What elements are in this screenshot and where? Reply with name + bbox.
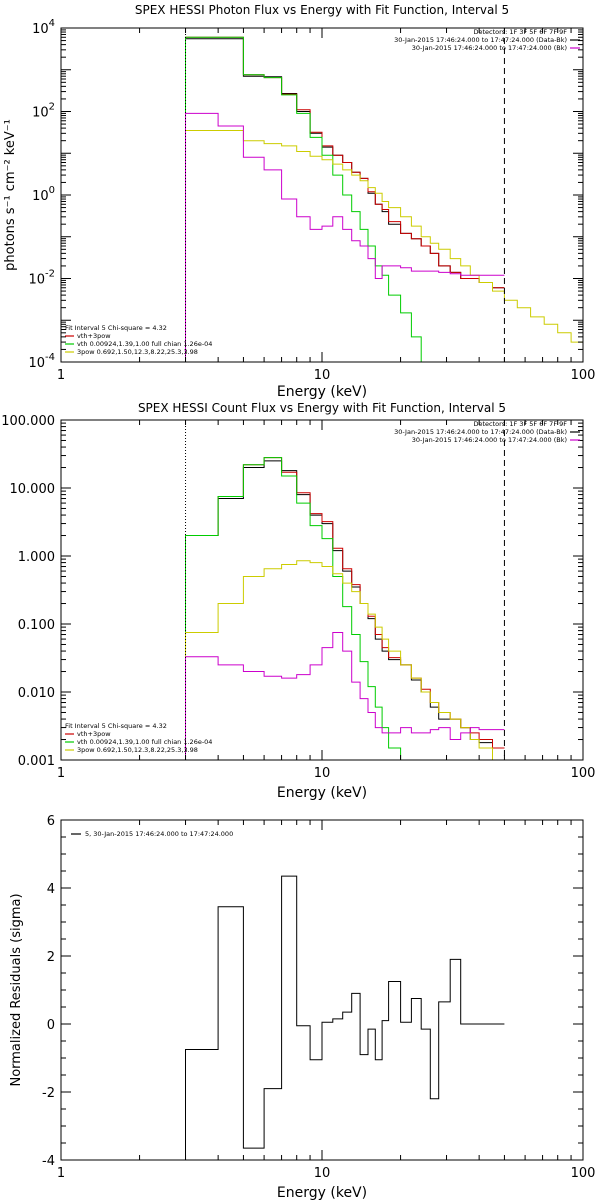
legend-entry: Fit Interval 5 Chi-square = 4.32 (65, 324, 167, 332)
series-line-5 (185, 632, 505, 760)
y-tick-label: 100 (32, 185, 55, 204)
series-line-5 (185, 112, 505, 362)
legend-entry: 30-Jan-2015 17:46:24.000 to 17:47:24.000… (412, 436, 567, 444)
legend-entry: 3pow 0.692,1.50,12.3,8.22,25.3,3.98 (77, 348, 198, 356)
x-tick-label: 100 (571, 1166, 596, 1181)
x-tick-label: 10 (314, 368, 331, 383)
x-tick-label: 100 (571, 368, 596, 383)
x-axis-label: Energy (keV) (277, 785, 367, 801)
y-tick-label: 10-2 (28, 269, 55, 288)
y-tick-label: 0.100 (18, 618, 55, 633)
legend-entry: Detectors: 1F 3F 5F 6F 7F 9F (473, 420, 567, 428)
legend-entry: 30-Jan-2015 17:46:24.000 to 17:47:24.000… (394, 36, 567, 44)
y-tick-label: 0 (47, 1018, 55, 1033)
chart-title: SPEX HESSI Photon Flux vs Energy with Fi… (135, 3, 509, 17)
x-tick-label: 1 (57, 1166, 65, 1181)
x-tick-label: 100 (571, 766, 596, 781)
plot-frame (60, 819, 584, 1161)
series-line-2 (185, 457, 505, 760)
y-tick-label: -2 (42, 1086, 55, 1101)
chart-panel-2: 1 10 100 0.001 0.010 0.100 1.000 10.000 100.000 S… (1, 401, 595, 801)
y-tick-label: 6 (47, 814, 55, 829)
legend-entry: Fit Interval 5 Chi-square = 4.32 (65, 722, 167, 730)
y-tick-label: 0.010 (18, 686, 55, 701)
y-tick-label: 10-4 (28, 352, 55, 371)
series-group (185, 875, 505, 1160)
y-axis-label: photons s⁻¹ cm⁻² keV⁻¹ (3, 119, 18, 271)
legend-entry: vth+3pow (77, 730, 111, 738)
x-tick-label: 1 (57, 368, 65, 383)
y-tick-label: -4 (42, 1154, 55, 1169)
x-axis-label: Energy (keV) (277, 384, 367, 400)
series-line-1 (185, 875, 505, 1160)
legend-entry: vth 0.00924,1.39,1.00 full chian 1.26e-0… (77, 340, 212, 348)
y-tick-label: 1.000 (18, 550, 55, 565)
x-tick-label: 10 (314, 1166, 331, 1181)
y-axis-label: Normalized Residuals (sigma) (9, 893, 24, 1086)
series-line-4 (185, 560, 505, 760)
series-line-3 (185, 457, 412, 760)
legend-entry: 30-Jan-2015 17:46:24.000 to 17:47:24.000… (394, 428, 567, 436)
y-tick-label: 104 (32, 18, 55, 37)
x-axis-label: Energy (keV) (277, 1185, 367, 1200)
y-tick-label: 102 (32, 102, 55, 121)
chart-panel-3: 1 10 100 -4 -2 0 2 4 6 Energy (keV) Normalized Res… (9, 814, 596, 1201)
legend-entry: vth 0.00924,1.39,1.00 full chian 1.26e-0… (77, 738, 212, 746)
y-tick-label: 4 (47, 882, 55, 897)
series-line-3 (185, 36, 431, 362)
legend-entry: vth+3pow (77, 332, 111, 340)
chart-panel-1: 1 10 100 10-4 10-2 100 102 104 SPEX HESSI Photon… (3, 3, 595, 400)
legend-entry: 3pow 0.692,1.50,12.3,8.22,25.3,3.98 (77, 746, 198, 754)
series-line-1 (185, 460, 505, 760)
legend-entry: 30-Jan-2015 17:46:24.000 to 17:47:24.000… (412, 44, 567, 52)
y-tick-label: 10.000 (10, 482, 56, 497)
series-line-1 (185, 38, 505, 362)
x-tick-label: 10 (314, 766, 331, 781)
y-tick-label: 0.001 (18, 754, 55, 769)
series-group (185, 36, 583, 362)
series-line-4 (185, 130, 583, 362)
y-tick-label: 100.000 (1, 414, 55, 429)
chart-title: SPEX HESSI Count Flux vs Energy with Fit… (138, 401, 506, 415)
y-tick-label: 2 (47, 950, 55, 965)
series-line-2 (185, 36, 505, 362)
series-group (185, 457, 505, 760)
x-tick-label: 1 (57, 766, 65, 781)
legend-entry: 5, 30-Jan-2015 17:46:24.000 to 17:47:24.… (85, 830, 233, 838)
legend-entry: Detectors: 1F 3F 5F 6F 7F 9F (473, 28, 567, 36)
